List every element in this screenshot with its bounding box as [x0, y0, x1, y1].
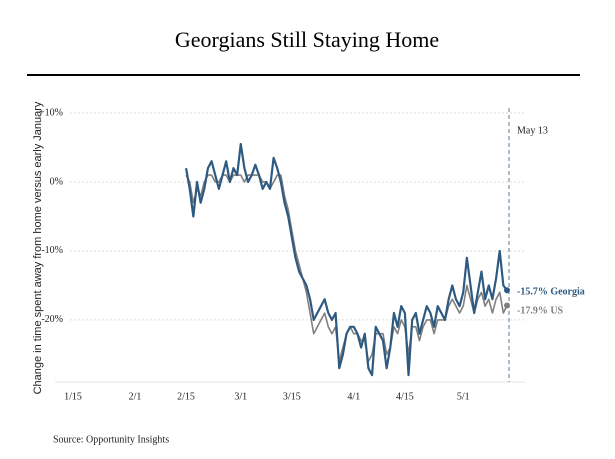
- x-tick-label: 4/1: [347, 391, 360, 402]
- y-tick-label: +10%: [39, 107, 63, 118]
- y-axis-label: Change in time spent away from home vers…: [32, 101, 44, 394]
- value-label: -17.9% US: [517, 306, 564, 317]
- x-tick-label: 4/15: [396, 391, 414, 402]
- source: Source: Opportunity Insights: [53, 434, 169, 445]
- y-tick-label: -10%: [41, 245, 63, 256]
- y-tick-label: -20%: [41, 314, 63, 325]
- x-tick-label: 2/15: [177, 391, 195, 402]
- x-tick-label: 3/1: [234, 391, 247, 402]
- x-tick-label: 5/1: [457, 391, 470, 402]
- x-tick-label: 1/15: [64, 391, 82, 402]
- x-tick-label: 3/15: [283, 391, 301, 402]
- series-line: [184, 142, 508, 377]
- end-point: [504, 302, 510, 309]
- chart-title: Georgians Still Staying Home: [175, 27, 439, 52]
- y-tick-label: 0%: [50, 176, 63, 187]
- x-tick-label: 2/1: [129, 391, 142, 402]
- value-label: -15.7% Georgia: [517, 287, 585, 298]
- end-point: [504, 287, 510, 294]
- annotation: May 13: [517, 125, 548, 136]
